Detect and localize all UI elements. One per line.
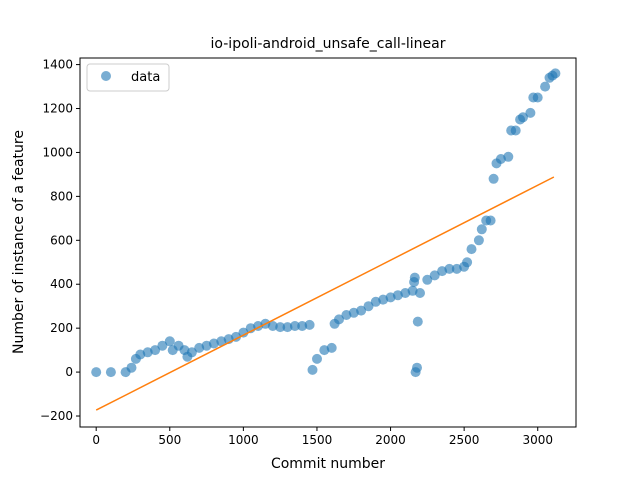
y-tick-label: −200 <box>40 409 73 423</box>
legend-box <box>86 63 170 92</box>
x-tick-label: 2000 <box>375 433 406 447</box>
data-point <box>126 362 137 373</box>
y-tick-label: 1400 <box>42 58 73 72</box>
data-point <box>525 107 536 118</box>
x-tick-label: 500 <box>158 433 181 447</box>
data-point <box>412 362 422 373</box>
data-point <box>363 301 374 312</box>
data-point <box>307 364 318 375</box>
y-tick-label: 1000 <box>42 145 73 159</box>
x-tick-label: 1500 <box>302 433 333 447</box>
data-point <box>238 327 249 338</box>
y-tick-label: 0 <box>65 365 73 379</box>
data-point <box>550 68 561 79</box>
x-tick-label: 2500 <box>449 433 480 447</box>
data-point <box>105 367 116 378</box>
y-tick-label: 400 <box>50 277 73 291</box>
data-point <box>473 235 484 246</box>
data-point <box>334 314 344 325</box>
y-axis-label: Number of instance of a feature <box>11 130 27 354</box>
data-point <box>444 263 455 274</box>
x-axis-label: Commit number <box>271 456 385 472</box>
data-point <box>466 244 477 255</box>
x-tick-label: 3000 <box>522 433 553 447</box>
data-point <box>510 125 521 136</box>
x-tick-label: 0 <box>92 433 100 447</box>
data-point <box>275 322 286 333</box>
data-point <box>488 173 499 184</box>
fit-line <box>95 176 555 411</box>
plot-area <box>91 68 561 411</box>
data-point <box>164 336 175 347</box>
axis-ticks: 0 500 1000 1500 2000 2500 3000 −200 0 200 400 600 80… <box>40 58 553 447</box>
data-point <box>326 342 337 353</box>
x-tick-label: 1000 <box>228 433 259 447</box>
data-point <box>304 319 315 330</box>
axes-frame <box>79 57 577 428</box>
data-point <box>312 353 322 364</box>
y-tick-label: 200 <box>50 321 73 335</box>
data-point <box>412 316 423 327</box>
data-point <box>157 340 168 351</box>
data-point <box>409 272 420 283</box>
y-tick-label: 1200 <box>42 102 73 116</box>
data-point <box>485 215 496 226</box>
legend-marker-data <box>101 71 111 81</box>
data-point <box>297 321 308 331</box>
y-tick-label: 800 <box>50 189 73 203</box>
legend: data <box>86 63 170 92</box>
data-point <box>150 345 161 356</box>
legend-label-data: data <box>131 70 160 85</box>
chart-title: io-ipoli-android_unsafe_call-linear <box>211 36 446 52</box>
data-point <box>289 321 300 331</box>
data-point <box>422 274 433 285</box>
data-point <box>540 81 551 92</box>
data-point <box>282 322 293 333</box>
data-point <box>91 367 102 378</box>
data-point <box>462 257 473 268</box>
data-point <box>518 112 528 123</box>
data-point <box>476 224 487 235</box>
data-point <box>186 347 197 358</box>
data-point <box>267 321 278 331</box>
y-tick-label: 600 <box>50 233 73 247</box>
data-point <box>429 270 440 281</box>
data-point <box>356 305 367 316</box>
data-point <box>503 151 514 162</box>
data-point <box>415 288 425 298</box>
data-point <box>532 92 543 103</box>
